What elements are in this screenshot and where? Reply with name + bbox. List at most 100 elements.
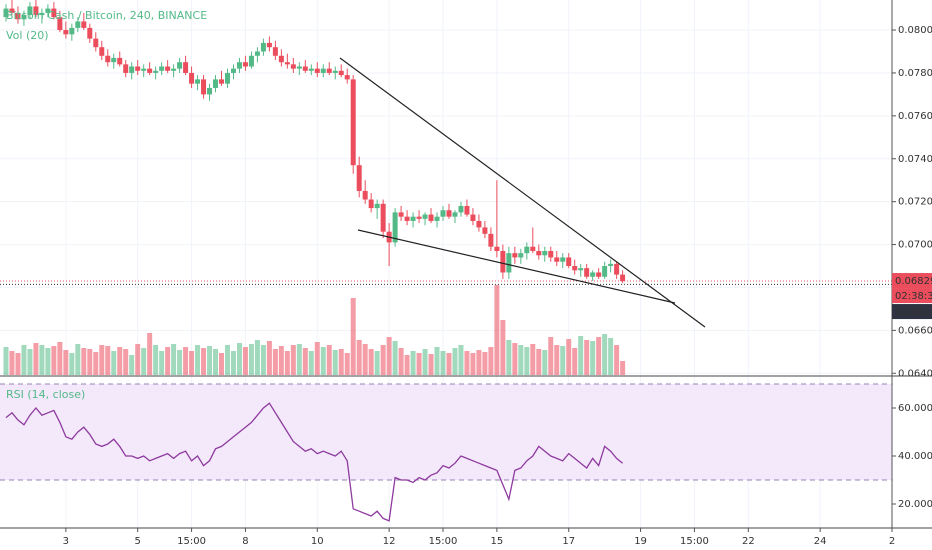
volume-bar — [464, 351, 470, 375]
volume-bar — [536, 349, 542, 375]
volume-bar — [15, 353, 21, 375]
candle-body — [524, 246, 530, 254]
x-tick-label: 15:00 — [177, 536, 206, 547]
y-tick-label: 0.076000 — [898, 111, 932, 122]
y-tick-label: 0.072000 — [898, 197, 932, 208]
x-tick-label: 2 — [889, 536, 895, 547]
candle-body — [45, 8, 51, 13]
volume-bar — [518, 345, 524, 375]
volume-bar — [386, 337, 392, 375]
volume-bar — [290, 345, 296, 375]
volume-bar — [320, 347, 326, 375]
volume-bar — [476, 350, 482, 375]
volume-bar — [236, 343, 242, 375]
volume-bar — [75, 344, 81, 375]
volume-bar — [524, 347, 530, 375]
volume-bar — [33, 343, 39, 375]
volume-bar — [21, 345, 27, 375]
volume-bar — [620, 361, 626, 375]
candle-body — [21, 15, 27, 20]
candle-body — [416, 216, 422, 219]
candle-body — [362, 190, 368, 200]
volume-bar — [201, 348, 207, 375]
candle-body — [518, 253, 524, 258]
volume-bar — [111, 351, 117, 375]
candle-body — [614, 263, 620, 275]
x-tick-label: 5 — [135, 536, 141, 547]
y-tick-label: 0.064000 — [898, 368, 932, 379]
volume-bar — [584, 340, 590, 375]
volume-bar — [224, 345, 230, 375]
volume-bar — [153, 345, 159, 375]
candle-body — [129, 66, 135, 73]
candle-body — [27, 6, 33, 16]
volume-bar — [51, 346, 57, 375]
volume-bar — [548, 337, 554, 375]
x-tick-label: 17 — [562, 536, 575, 547]
candle-body — [470, 214, 476, 221]
volume-bar — [69, 353, 75, 375]
volume-bar — [308, 351, 314, 375]
candle-body — [572, 266, 578, 271]
candle-body — [314, 68, 320, 73]
volume-bar — [470, 353, 476, 375]
volume-bar — [177, 350, 183, 375]
volume-bar — [183, 347, 189, 375]
candle-body — [93, 38, 99, 48]
countdown-label: 02:38:31 — [895, 291, 932, 302]
volume-bar — [147, 333, 153, 375]
candle-body — [195, 79, 201, 84]
candle-body — [248, 55, 254, 67]
candle-body — [153, 70, 159, 73]
y-tick-label: 40.0000 — [898, 451, 932, 462]
volume-bar — [63, 350, 69, 375]
candle-body — [159, 66, 165, 71]
volume-bar — [3, 347, 9, 375]
volume-bar — [242, 347, 248, 375]
candle-body — [117, 57, 123, 65]
x-tick-label: 15:00 — [680, 536, 709, 547]
volume-bar — [542, 350, 548, 375]
y-tick-label: 0.074000 — [898, 154, 932, 165]
candle-body — [99, 47, 105, 56]
volume-bar — [440, 351, 446, 375]
candle-body — [542, 251, 548, 256]
candle-body — [404, 216, 410, 221]
y-tick-label: 0.066000 — [898, 325, 932, 336]
candle-body — [440, 210, 446, 217]
candle-body — [57, 17, 63, 31]
candle-body — [320, 68, 326, 73]
y-tick-label: 0.078000 — [898, 68, 932, 79]
volume-bar — [39, 345, 45, 375]
volume-bar — [434, 347, 440, 375]
candle-body — [254, 51, 260, 56]
candle-body — [171, 68, 177, 71]
candle-body — [296, 66, 302, 69]
volume-bar — [362, 344, 368, 375]
candle-body — [578, 268, 584, 271]
volume-bar — [554, 345, 560, 375]
y-tick-label: 20.0000 — [898, 499, 932, 510]
candle-body — [15, 12, 21, 20]
candle-body — [596, 272, 602, 277]
candle-body — [488, 233, 494, 247]
candle-body — [230, 68, 236, 73]
chart-title: Bitcoin Cash / Bitcoin, 240, BINANCE — [6, 9, 207, 22]
candle-body — [308, 68, 314, 71]
volume-bar — [578, 336, 584, 375]
volume-bar — [81, 348, 87, 375]
volume-bar — [207, 346, 213, 375]
candle-body — [213, 79, 219, 88]
x-tick-label: 24 — [814, 536, 827, 547]
volume-bar — [332, 350, 338, 375]
x-tick-label: 3 — [63, 536, 69, 547]
volume-bar — [482, 352, 488, 375]
candle-body — [548, 251, 554, 258]
volume-bar — [494, 285, 500, 375]
last-price-label: 0.068299 — [895, 276, 932, 287]
volume-bar — [159, 351, 165, 375]
candle-body — [566, 257, 572, 267]
candle-body — [236, 62, 242, 69]
candle-body — [476, 220, 482, 228]
